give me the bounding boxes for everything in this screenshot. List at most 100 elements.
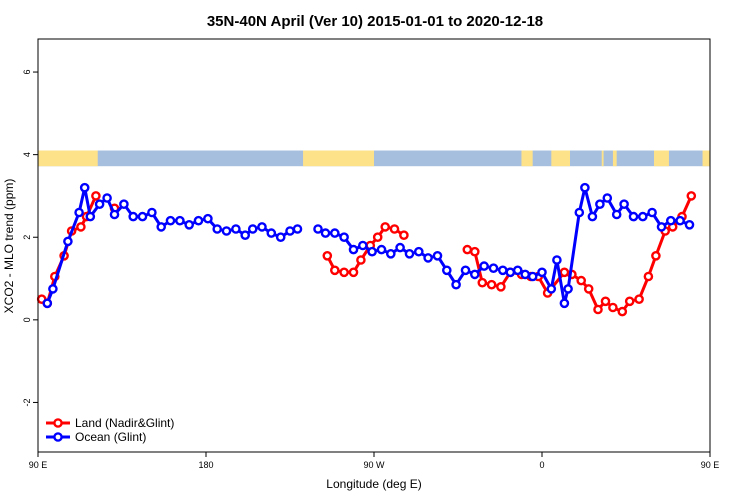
- data-point: [404, 248, 415, 259]
- data-point: [91, 191, 101, 201]
- data-point: [469, 246, 480, 257]
- data-point: [600, 296, 611, 307]
- data-point: [313, 224, 323, 234]
- land-strip-segment: [303, 150, 374, 167]
- data-point: [348, 244, 359, 255]
- data-point: [399, 230, 409, 240]
- legend-label: Land (Nadir&Glint): [75, 416, 174, 430]
- data-point: [624, 296, 635, 307]
- data-point: [546, 284, 557, 294]
- data-point: [595, 199, 605, 209]
- data-point: [329, 228, 340, 238]
- surface-strip: [38, 150, 710, 167]
- data-point: [257, 222, 267, 232]
- data-point: [285, 226, 295, 236]
- data-point: [602, 193, 613, 203]
- x-axis-label: Longitude (deg E): [326, 477, 421, 491]
- data-point: [647, 207, 657, 218]
- data-point: [675, 215, 685, 226]
- data-point: [292, 224, 303, 234]
- legend-marker: [53, 432, 63, 442]
- data-point: [462, 244, 473, 255]
- y-tick-label: 2: [22, 235, 32, 240]
- data-point: [175, 215, 185, 226]
- y-tick-label: -2: [22, 398, 32, 406]
- data-point: [212, 224, 222, 234]
- x-tick-label: 180: [198, 460, 213, 470]
- data-point: [63, 236, 73, 247]
- data-point: [231, 224, 241, 234]
- series-line: [45, 186, 298, 304]
- data-point: [638, 211, 648, 222]
- land-strip-segment: [551, 150, 570, 167]
- x-tick-label: 90 E: [29, 460, 48, 470]
- data-point: [137, 211, 148, 222]
- data-point: [477, 277, 488, 288]
- land-strip-segment: [38, 150, 98, 167]
- data-point: [357, 240, 368, 251]
- data-point: [520, 269, 531, 280]
- data-point: [552, 255, 562, 265]
- y-tick-label: 0: [22, 317, 32, 322]
- data-point: [559, 298, 570, 309]
- x-tick-label: 0: [539, 460, 544, 470]
- data-point: [221, 226, 232, 236]
- data-point: [619, 199, 629, 209]
- y-tick-label: 4: [22, 152, 32, 157]
- data-point: [79, 182, 90, 193]
- y-axis-label: XCO2 - MLO trend (ppm): [2, 179, 16, 314]
- legend: Land (Nadir&Glint)Ocean (Glint): [46, 416, 174, 444]
- data-point: [42, 298, 53, 309]
- data-point: [580, 182, 590, 193]
- data-point: [329, 265, 340, 276]
- data-point: [512, 265, 523, 276]
- data-point: [275, 232, 286, 242]
- land-strip-segment: [521, 150, 533, 167]
- data-point: [184, 219, 194, 230]
- data-point: [339, 232, 349, 242]
- data-point: [102, 193, 112, 203]
- data-point: [356, 255, 366, 265]
- data-point: [486, 279, 497, 290]
- data-point: [651, 250, 661, 261]
- data-point: [94, 199, 105, 209]
- data-point: [165, 215, 176, 226]
- data-point: [617, 306, 628, 317]
- data-point: [643, 271, 654, 282]
- data-point: [469, 269, 480, 280]
- data-point: [413, 246, 424, 257]
- data-point: [372, 232, 383, 242]
- data-point: [128, 211, 138, 222]
- data-point: [563, 284, 573, 294]
- data-point: [634, 294, 644, 305]
- land-strip-segment: [702, 150, 710, 167]
- y-tick-label: 6: [22, 70, 32, 75]
- data-point: [266, 228, 277, 238]
- data-point: [537, 267, 547, 278]
- data-point: [376, 244, 387, 255]
- data-point: [587, 211, 598, 222]
- series-layer: [36, 182, 697, 317]
- legend-label: Ocean (Glint): [75, 430, 146, 444]
- data-point: [628, 211, 639, 222]
- land-strip-segment: [601, 150, 604, 167]
- data-point: [240, 230, 250, 240]
- y-axis: -2 0 2 4 6: [22, 70, 38, 406]
- data-point: [451, 279, 461, 290]
- data-point: [367, 246, 377, 257]
- data-point: [322, 250, 333, 261]
- data-point: [85, 211, 96, 222]
- x-tick-label: 90 E: [701, 460, 720, 470]
- data-point: [666, 215, 676, 226]
- data-point: [441, 265, 452, 276]
- land-strip-segment: [654, 150, 669, 167]
- data-point: [496, 281, 506, 292]
- data-point: [339, 267, 349, 278]
- data-point: [48, 284, 58, 294]
- data-point: [385, 248, 396, 259]
- data-point: [147, 207, 157, 218]
- data-point: [686, 191, 697, 201]
- data-point: [156, 222, 166, 232]
- legend-marker: [53, 418, 63, 428]
